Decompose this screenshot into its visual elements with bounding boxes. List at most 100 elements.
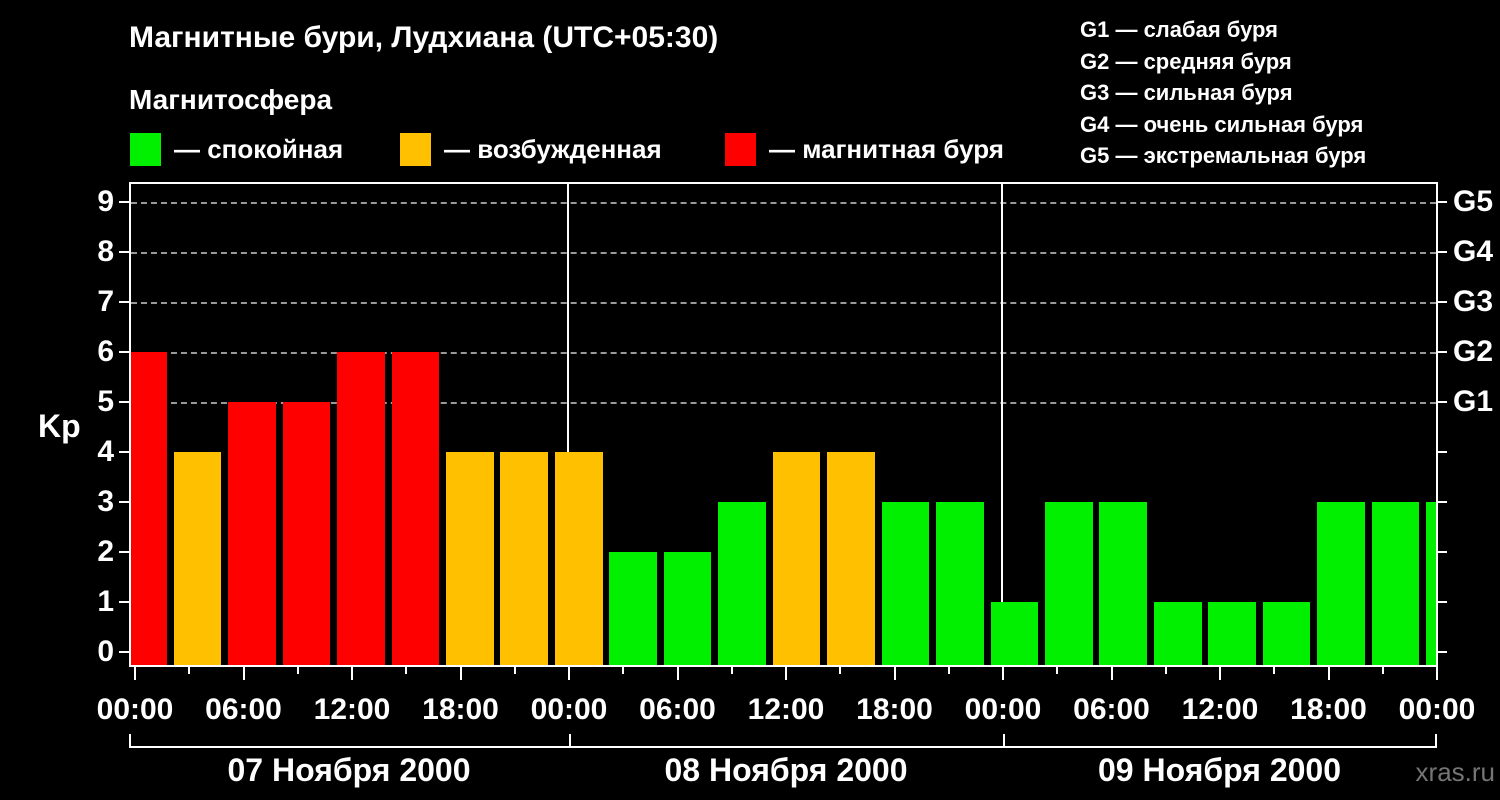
x-axis-tick — [1219, 667, 1221, 680]
y-axis-tick-right — [1437, 651, 1447, 653]
g-scale-legend-line: G3 — сильная буря — [1080, 80, 1293, 105]
kp-bar — [1262, 602, 1311, 665]
g-level-label-g2: G2 — [1453, 335, 1494, 368]
x-axis-tick — [568, 667, 570, 680]
kp-bar — [1426, 502, 1436, 665]
x-axis-time-label: 18:00 — [856, 693, 933, 726]
kp-bar — [1317, 502, 1365, 665]
legend-label-storm: — магнитная буря — [769, 133, 1004, 164]
date-bracket-tick — [129, 734, 131, 746]
y-axis-tick-right — [1437, 451, 1447, 453]
x-axis-tick — [242, 667, 245, 680]
gridline-kp-5 — [131, 402, 1436, 404]
kp-bar — [772, 452, 821, 665]
y-axis-label: 3 — [97, 485, 114, 518]
x-axis-tick — [1164, 667, 1167, 674]
kp-bar — [173, 452, 222, 665]
kp-bar — [1371, 502, 1420, 665]
gridline-kp-6 — [131, 352, 1436, 354]
x-axis-tick — [730, 667, 733, 674]
legend-label-quiet: — спокойная — [174, 133, 344, 164]
y-axis-title: Kp — [38, 408, 81, 444]
y-axis-label: 0 — [97, 635, 114, 668]
date-bracket-tick — [1003, 734, 1005, 746]
x-axis-tick — [676, 667, 679, 680]
x-axis-tick — [134, 667, 136, 680]
y-axis-tick-right — [1437, 201, 1447, 203]
x-axis-tick — [188, 667, 191, 674]
y-axis-label: 1 — [97, 585, 114, 618]
x-axis-tick — [1381, 667, 1384, 674]
quiet-color-swatch — [130, 132, 161, 166]
kp-bar — [881, 502, 930, 665]
x-axis-tick — [459, 667, 462, 680]
kp-bar — [718, 502, 766, 665]
y-axis-label: 7 — [97, 285, 114, 318]
y-axis-label: 9 — [97, 185, 114, 218]
day-boundary-line — [1001, 184, 1003, 665]
kp-bar — [282, 402, 331, 665]
x-axis-tick — [1002, 667, 1004, 680]
x-axis-time-label: 18:00 — [1290, 693, 1367, 726]
kp-bar — [663, 552, 712, 665]
y-axis-tick — [119, 351, 129, 353]
g-scale-legend-line: G1 — слабая буря — [1080, 17, 1279, 42]
kp-bar — [1153, 602, 1202, 665]
y-axis-tick-right — [1437, 301, 1447, 303]
x-axis-tick — [839, 667, 842, 674]
x-axis-time-label: 00:00 — [530, 693, 608, 726]
y-axis-label: 6 — [97, 335, 114, 368]
y-axis-label: 8 — [97, 235, 114, 268]
x-axis-tick — [351, 667, 353, 680]
date-label: 07 Ноября 2000 — [227, 752, 471, 788]
kp-bar — [1099, 502, 1148, 665]
kp-bar — [228, 402, 276, 665]
x-axis-time-label: 06:00 — [639, 693, 716, 726]
gridline-kp-7 — [131, 302, 1436, 304]
y-axis-tick — [119, 601, 129, 603]
y-axis-tick — [119, 401, 129, 403]
x-axis-time-label: 12:00 — [747, 693, 825, 726]
x-axis-tick — [1110, 667, 1113, 680]
x-axis-tick — [1327, 667, 1330, 680]
kp-bar — [827, 452, 875, 665]
y-axis-tick — [119, 651, 129, 653]
g-level-label-g5: G5 — [1453, 185, 1494, 218]
y-axis-tick-right — [1437, 351, 1447, 353]
gridline-kp-9 — [131, 202, 1436, 204]
date-bracket-line — [129, 746, 1437, 748]
kp-bar — [446, 452, 494, 665]
g-level-label-g3: G3 — [1453, 285, 1494, 318]
legend-item-storm: — магнитная буря — [725, 132, 1004, 166]
x-axis-time-label: 06:00 — [205, 693, 282, 726]
g-scale-legend-line: G2 — средняя буря — [1080, 48, 1292, 74]
g-scale-legend-line: G4 — очень сильная буря — [1080, 111, 1364, 137]
day-boundary-line — [566, 184, 569, 665]
y-axis-tick-right — [1437, 551, 1447, 553]
kp-bar — [1044, 502, 1093, 665]
x-axis-time-label: 12:00 — [313, 693, 391, 726]
storm-color-swatch — [725, 132, 756, 166]
x-axis-time-label: 18:00 — [422, 693, 499, 726]
x-axis-time-label: 06:00 — [1073, 693, 1150, 726]
y-axis-tick-right — [1437, 601, 1447, 603]
y-axis-label: 2 — [97, 535, 114, 568]
x-axis-tick — [947, 667, 950, 674]
kp-bar — [936, 502, 984, 665]
date-bracket-tick — [569, 734, 571, 746]
y-axis-tick-right — [1437, 251, 1447, 253]
legend-item-excited: — возбужденная — [400, 132, 662, 166]
x-axis-tick — [893, 667, 896, 680]
kp-bar — [609, 552, 658, 665]
date-bracket-tick — [1435, 734, 1437, 746]
x-axis-time-label: 00:00 — [964, 693, 1042, 726]
y-axis-tick-right — [1437, 501, 1447, 503]
y-axis-tick — [119, 201, 129, 203]
y-axis-tick — [119, 501, 129, 503]
date-label: 08 Ноября 2000 — [664, 752, 908, 788]
x-axis-tick — [1056, 667, 1059, 674]
legend-item-quiet: — спокойная — [130, 132, 343, 166]
y-axis-tick — [119, 451, 129, 453]
kp-bar — [990, 602, 1039, 665]
